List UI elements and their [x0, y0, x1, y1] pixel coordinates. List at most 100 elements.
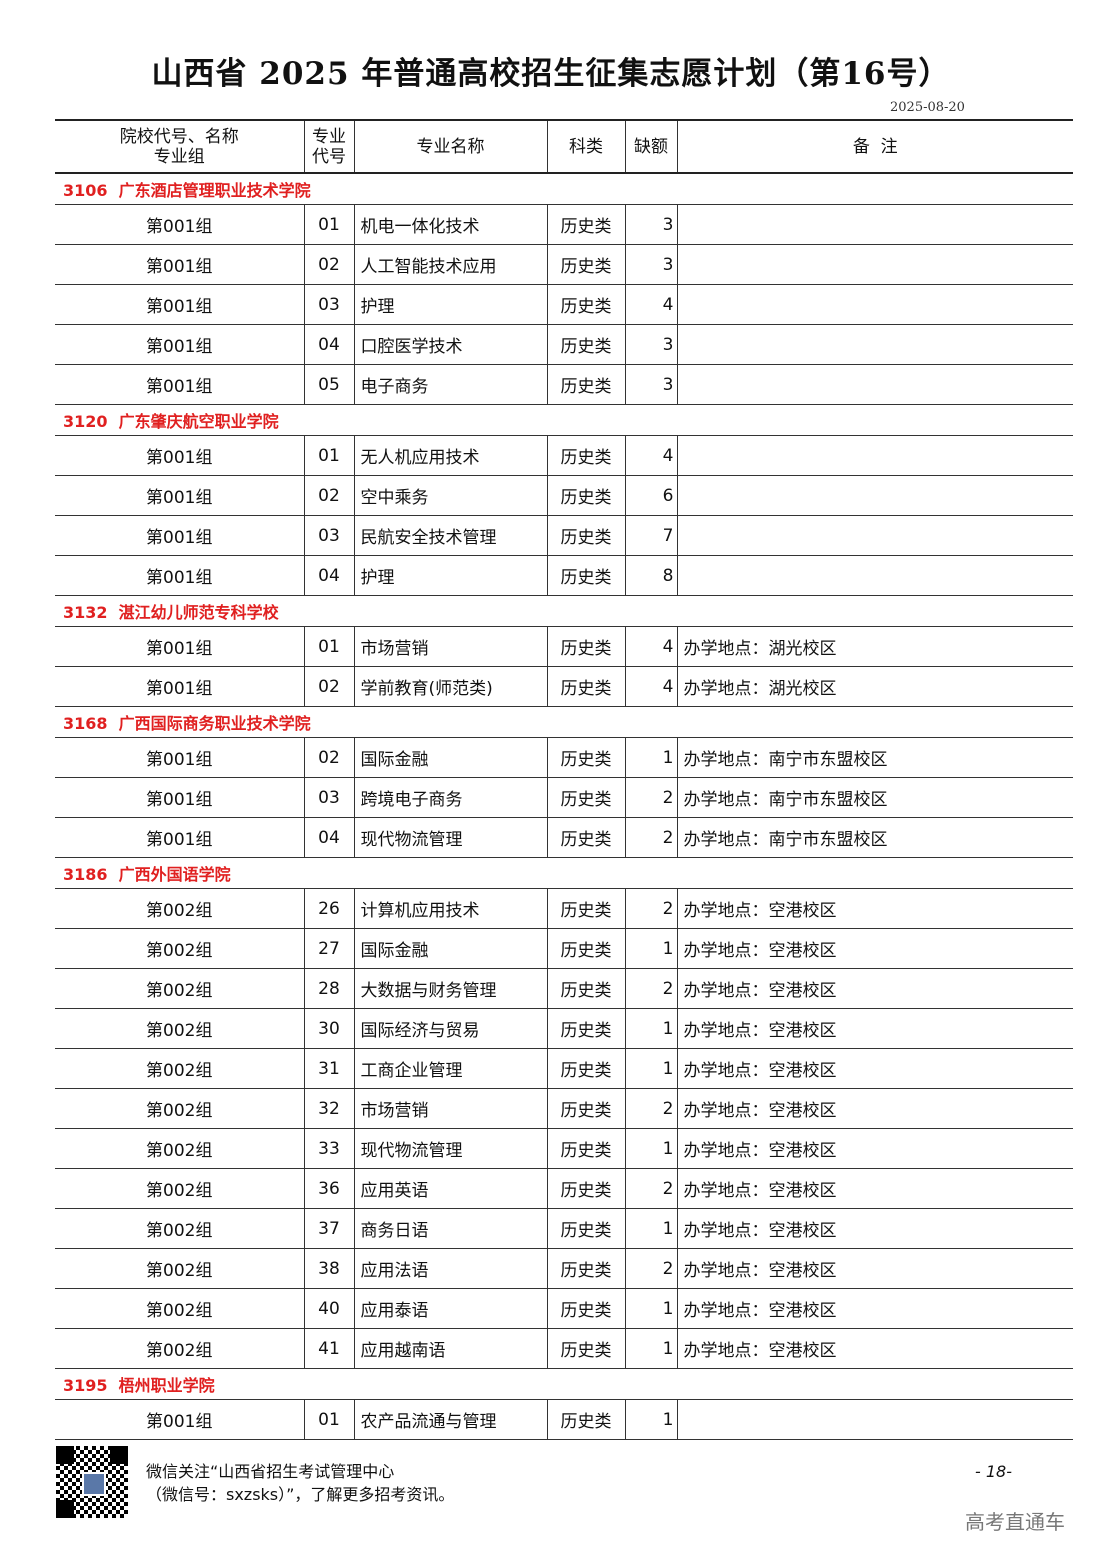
table-row: 第002组 26 计算机应用技术 历史类 2 办学地点：空港校区	[55, 888, 1073, 929]
group-cell: 第001组	[55, 244, 305, 285]
table-row: 第002组 41 应用越南语 历史类 1 办学地点：空港校区	[55, 1328, 1073, 1369]
quota-cell: 1	[625, 1288, 678, 1329]
major-code-cell: 04	[304, 555, 355, 596]
group-cell: 第001组	[55, 666, 305, 707]
group-cell: 第001组	[55, 475, 305, 516]
header-note: 备 注	[677, 119, 1073, 174]
school-section-row: 3132 湛江幼儿师范专科学校	[55, 595, 1073, 627]
major-code-cell: 04	[304, 817, 355, 858]
note-cell: 办学地点：南宁市东盟校区	[677, 817, 1073, 858]
major-code-cell: 30	[304, 1008, 355, 1049]
quota-cell: 2	[625, 1168, 678, 1209]
category-cell: 历史类	[547, 777, 626, 818]
note-cell: 办学地点：空港校区	[677, 1128, 1073, 1169]
note-cell	[677, 1399, 1073, 1440]
group-cell: 第002组	[55, 968, 305, 1009]
category-cell: 历史类	[547, 244, 626, 285]
table-row: 第001组 03 民航安全技术管理 历史类 7	[55, 515, 1073, 556]
group-cell: 第001组	[55, 555, 305, 596]
major-name-cell: 国际经济与贸易	[354, 1008, 548, 1049]
major-name-cell: 商务日语	[354, 1208, 548, 1249]
quota-cell: 1	[625, 1128, 678, 1169]
note-cell: 办学地点：空港校区	[677, 1008, 1073, 1049]
quota-cell: 1	[625, 1048, 678, 1089]
group-cell: 第001组	[55, 817, 305, 858]
quota-cell: 3	[625, 364, 678, 405]
note-cell	[677, 515, 1073, 556]
group-cell: 第001组	[55, 1399, 305, 1440]
school-name: 3186 广西外国语学院	[55, 857, 1073, 889]
note-cell	[677, 435, 1073, 476]
major-name-cell: 现代物流管理	[354, 1128, 548, 1169]
group-cell: 第001组	[55, 737, 305, 778]
school-section-row: 3168 广西国际商务职业技术学院	[55, 706, 1073, 738]
table-row: 第001组 01 市场营销 历史类 4 办学地点：湖光校区	[55, 626, 1073, 667]
header-category: 科类	[547, 119, 626, 174]
table-row: 第002组 40 应用泰语 历史类 1 办学地点：空港校区	[55, 1288, 1073, 1329]
note-cell	[677, 364, 1073, 405]
major-name-cell: 国际金融	[354, 737, 548, 778]
group-cell: 第001组	[55, 284, 305, 325]
quota-cell: 1	[625, 1008, 678, 1049]
table-row: 第002组 37 商务日语 历史类 1 办学地点：空港校区	[55, 1208, 1073, 1249]
table-header: 院校代号、名称 专业组 专业 代号 专业名称 科类 缺额 备 注	[55, 119, 1073, 174]
major-code-cell: 36	[304, 1168, 355, 1209]
note-cell	[677, 475, 1073, 516]
major-code-cell: 41	[304, 1328, 355, 1369]
major-code-cell: 05	[304, 364, 355, 405]
quota-cell: 6	[625, 475, 678, 516]
quota-cell: 1	[625, 928, 678, 969]
note-cell: 办学地点：空港校区	[677, 888, 1073, 929]
major-code-cell: 02	[304, 737, 355, 778]
major-code-cell: 03	[304, 284, 355, 325]
quota-cell: 7	[625, 515, 678, 556]
category-cell: 历史类	[547, 1208, 626, 1249]
major-name-cell: 计算机应用技术	[354, 888, 548, 929]
quota-cell: 2	[625, 888, 678, 929]
category-cell: 历史类	[547, 1128, 626, 1169]
major-code-cell: 04	[304, 324, 355, 365]
category-cell: 历史类	[547, 515, 626, 556]
major-code-cell: 03	[304, 515, 355, 556]
school-name: 3120 广东肇庆航空职业学院	[55, 404, 1073, 436]
major-name-cell: 现代物流管理	[354, 817, 548, 858]
quota-cell: 2	[625, 817, 678, 858]
note-cell	[677, 244, 1073, 285]
note-cell: 办学地点：南宁市东盟校区	[677, 777, 1073, 818]
group-cell: 第002组	[55, 1168, 305, 1209]
note-cell	[677, 284, 1073, 325]
table-row: 第001组 04 护理 历史类 8	[55, 555, 1073, 596]
category-cell: 历史类	[547, 475, 626, 516]
table-row: 第002组 31 工商企业管理 历史类 1 办学地点：空港校区	[55, 1048, 1073, 1089]
major-code-cell: 26	[304, 888, 355, 929]
major-code-cell: 02	[304, 244, 355, 285]
enrollment-table: 院校代号、名称 专业组 专业 代号 专业名称 科类 缺额 备 注 3106 广东酒店…	[55, 119, 1073, 1440]
header-school: 院校代号、名称 专业组	[55, 119, 305, 174]
quota-cell: 1	[625, 1208, 678, 1249]
major-name-cell: 护理	[354, 284, 548, 325]
note-cell: 办学地点：空港校区	[677, 1328, 1073, 1369]
table-row: 第001组 01 机电一体化技术 历史类 3	[55, 204, 1073, 245]
major-code-cell: 31	[304, 1048, 355, 1089]
watermark: 高考直通车	[965, 1510, 1065, 1534]
major-code-cell: 37	[304, 1208, 355, 1249]
major-name-cell: 市场营销	[354, 626, 548, 667]
school-name: 3132 湛江幼儿师范专科学校	[55, 595, 1073, 627]
major-code-cell: 01	[304, 435, 355, 476]
note-cell: 办学地点：空港校区	[677, 1088, 1073, 1129]
major-code-cell: 40	[304, 1288, 355, 1329]
note-cell: 办学地点：空港校区	[677, 1048, 1073, 1089]
school-section-row: 3120 广东肇庆航空职业学院	[55, 404, 1073, 436]
group-cell: 第002组	[55, 888, 305, 929]
group-cell: 第001组	[55, 435, 305, 476]
group-cell: 第002组	[55, 1248, 305, 1289]
table-row: 第001组 02 学前教育(师范类) 历史类 4 办学地点：湖光校区	[55, 666, 1073, 707]
major-name-cell: 无人机应用技术	[354, 435, 548, 476]
major-name-cell: 应用泰语	[354, 1288, 548, 1329]
major-code-cell: 03	[304, 777, 355, 818]
quota-cell: 2	[625, 1088, 678, 1129]
group-cell: 第001组	[55, 515, 305, 556]
category-cell: 历史类	[547, 1328, 626, 1369]
major-code-cell: 01	[304, 1399, 355, 1440]
